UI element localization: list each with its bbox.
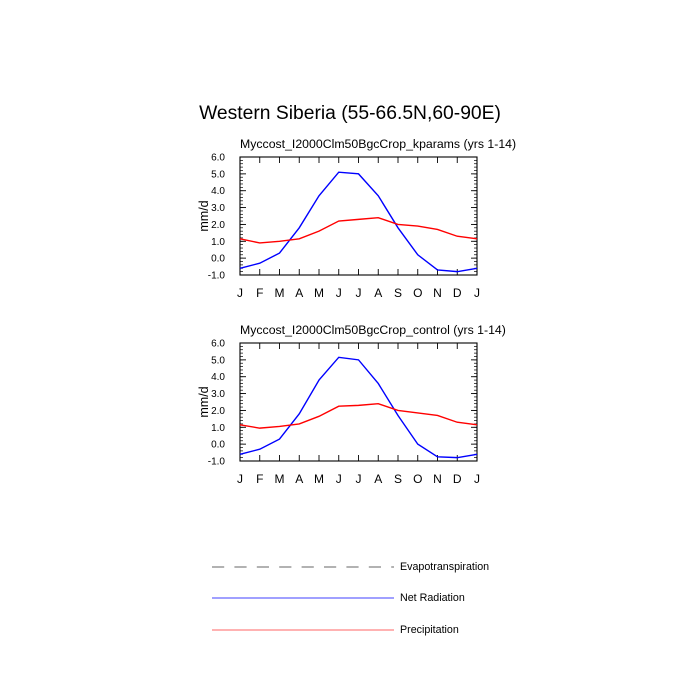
- svg-text:Precipitation: Precipitation: [400, 624, 459, 636]
- svg-text:5.0: 5.0: [211, 355, 225, 366]
- svg-text:D: D: [453, 286, 462, 300]
- svg-text:3.0: 3.0: [211, 203, 225, 214]
- svg-text:1.0: 1.0: [211, 423, 225, 434]
- svg-text:M: M: [275, 286, 285, 300]
- svg-text:6.0: 6.0: [211, 153, 225, 164]
- svg-text:Evapotranspiration: Evapotranspiration: [400, 561, 489, 573]
- svg-text:J: J: [474, 472, 480, 486]
- svg-text:N: N: [433, 286, 442, 300]
- svg-text:6.0: 6.0: [211, 339, 225, 350]
- svg-text:mm/d: mm/d: [197, 200, 211, 231]
- svg-text:Myccost_I2000Clm50BgcCrop_kpar: Myccost_I2000Clm50BgcCrop_kparams (yrs 1…: [240, 137, 516, 151]
- svg-text:D: D: [453, 472, 462, 486]
- svg-text:J: J: [356, 286, 362, 300]
- svg-text:M: M: [314, 286, 324, 300]
- svg-text:A: A: [295, 472, 303, 486]
- svg-text:4.0: 4.0: [211, 372, 225, 383]
- svg-text:5.0: 5.0: [211, 169, 225, 180]
- svg-text:M: M: [314, 472, 324, 486]
- svg-text:Myccost_I2000Clm50BgcCrop_cont: Myccost_I2000Clm50BgcCrop_control (yrs 1…: [240, 323, 506, 337]
- svg-text:O: O: [413, 472, 422, 486]
- svg-text:N: N: [433, 472, 442, 486]
- svg-text:J: J: [474, 286, 480, 300]
- svg-text:-1.0: -1.0: [208, 271, 226, 282]
- svg-text:0.0: 0.0: [211, 440, 225, 451]
- svg-text:J: J: [336, 472, 342, 486]
- svg-text:mm/d: mm/d: [197, 386, 211, 417]
- svg-text:-1.0: -1.0: [208, 457, 226, 468]
- svg-text:J: J: [237, 472, 243, 486]
- svg-text:3.0: 3.0: [211, 389, 225, 400]
- svg-text:A: A: [295, 286, 303, 300]
- svg-text:F: F: [256, 286, 263, 300]
- svg-text:S: S: [394, 472, 402, 486]
- svg-text:2.0: 2.0: [211, 220, 225, 231]
- svg-text:1.0: 1.0: [211, 237, 225, 248]
- svg-text:S: S: [394, 286, 402, 300]
- svg-text:4.0: 4.0: [211, 186, 225, 197]
- svg-text:J: J: [356, 472, 362, 486]
- svg-text:F: F: [256, 472, 263, 486]
- svg-text:Net Radiation: Net Radiation: [400, 592, 465, 604]
- svg-text:J: J: [237, 286, 243, 300]
- svg-text:2.0: 2.0: [211, 406, 225, 417]
- svg-text:A: A: [374, 286, 382, 300]
- svg-text:O: O: [413, 286, 422, 300]
- svg-text:M: M: [275, 472, 285, 486]
- svg-text:0.0: 0.0: [211, 254, 225, 265]
- svg-text:A: A: [374, 472, 382, 486]
- svg-text:J: J: [336, 286, 342, 300]
